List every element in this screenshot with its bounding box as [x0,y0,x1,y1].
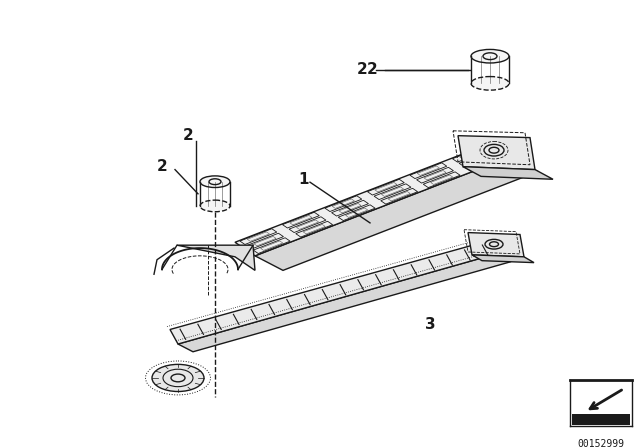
Text: 2: 2 [182,128,193,143]
Text: 2: 2 [356,62,367,77]
Text: 2: 2 [157,159,168,174]
Ellipse shape [471,77,509,90]
Polygon shape [177,245,255,271]
Text: 00152999: 00152999 [577,439,625,448]
Text: 3: 3 [425,317,435,332]
Polygon shape [468,233,524,257]
Polygon shape [255,157,538,271]
Ellipse shape [152,364,204,392]
Text: 1: 1 [299,172,309,187]
Polygon shape [178,254,511,352]
Polygon shape [458,136,535,170]
Text: 2: 2 [367,62,378,77]
Polygon shape [235,143,510,256]
Ellipse shape [471,49,509,63]
Polygon shape [472,255,534,263]
Bar [572,414,630,426]
Ellipse shape [200,176,230,188]
Polygon shape [170,240,496,344]
Polygon shape [463,167,553,179]
Ellipse shape [200,200,230,212]
